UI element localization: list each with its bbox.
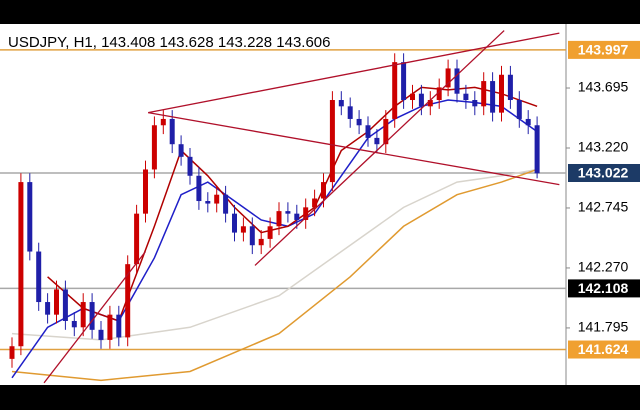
candle-body — [329, 100, 335, 183]
candle-body — [383, 118, 389, 145]
candle-body — [169, 118, 175, 145]
candle-body — [116, 314, 122, 338]
y-tick-label: 142.745 — [578, 199, 629, 215]
candle-body — [401, 62, 407, 101]
candle-body — [98, 329, 104, 340]
level-label-bg — [568, 40, 640, 59]
candle-body — [107, 314, 113, 340]
candle-body — [499, 74, 504, 113]
moving-average — [11, 168, 538, 341]
candle-body — [418, 93, 424, 107]
candle-body — [427, 100, 433, 107]
candle-body — [62, 289, 68, 321]
candle-body — [125, 264, 131, 338]
candle-body — [303, 207, 309, 220]
candle-body — [151, 125, 157, 170]
y-tick-label: 143.220 — [578, 139, 629, 155]
candle-body — [214, 194, 220, 204]
level-label: 141.624 — [578, 341, 629, 357]
candle-body — [374, 137, 380, 145]
plot: 143.695 143.220 142.745 142.270 141.795 143.9… — [0, 30, 640, 384]
candle-body — [347, 106, 353, 119]
candle-body — [27, 182, 33, 252]
candle-body — [463, 93, 469, 101]
level-label: 142.108 — [578, 280, 629, 296]
candle-body — [525, 118, 531, 126]
level-label-bg — [568, 340, 640, 359]
candle-body — [285, 211, 291, 214]
candle-body — [134, 213, 140, 265]
candle-body — [356, 118, 362, 126]
candle-body — [196, 175, 202, 202]
trend-line — [148, 32, 560, 114]
candle-body — [490, 81, 496, 113]
candle-body — [445, 68, 451, 88]
level-label-bg — [568, 163, 640, 182]
candle-body — [143, 169, 148, 214]
candle-body — [187, 156, 193, 176]
candle-body — [205, 201, 211, 204]
candle-body — [89, 302, 95, 330]
candle-body — [534, 125, 540, 174]
moving-average — [11, 168, 538, 382]
candle-body — [71, 320, 77, 328]
candle-body — [507, 74, 513, 101]
candle-body — [249, 226, 255, 246]
candle-body — [267, 226, 273, 239]
level-label-bg — [568, 279, 640, 298]
candle-body — [294, 213, 300, 220]
candle-body — [365, 125, 371, 138]
candle-body — [392, 62, 398, 119]
y-tick-label: 143.695 — [578, 79, 629, 95]
candle-body — [36, 251, 42, 303]
candle-body — [9, 346, 15, 359]
candle-body — [472, 100, 478, 107]
candle-body — [321, 182, 326, 199]
candle-body — [18, 182, 24, 347]
candle-body — [516, 100, 522, 119]
candle-body — [481, 81, 487, 107]
candle-body — [160, 118, 166, 126]
trend-line — [148, 111, 560, 186]
candle-body — [338, 100, 344, 107]
trend-line — [254, 30, 505, 266]
level-label: 143.022 — [578, 165, 629, 181]
candle-body — [232, 213, 237, 233]
candle-body — [240, 226, 246, 233]
candle-body — [454, 68, 460, 94]
candle-body — [223, 194, 229, 214]
candle-body — [54, 289, 59, 315]
trend-line — [43, 251, 147, 384]
candle-body — [178, 144, 184, 157]
chart-title: USDJPY, H1, 143.408 143.628 143.228 143.… — [8, 34, 330, 51]
candle-body — [436, 87, 442, 101]
candle-body — [410, 93, 415, 101]
candle-body — [312, 198, 318, 208]
level-label: 143.997 — [578, 42, 629, 58]
moving-average — [47, 86, 538, 322]
candle-body — [258, 238, 264, 246]
y-tick-label: 141.795 — [578, 319, 629, 335]
candle-body — [80, 302, 86, 328]
candle-body — [276, 211, 282, 227]
y-tick-label: 142.270 — [578, 259, 629, 275]
candle-body — [45, 302, 51, 315]
